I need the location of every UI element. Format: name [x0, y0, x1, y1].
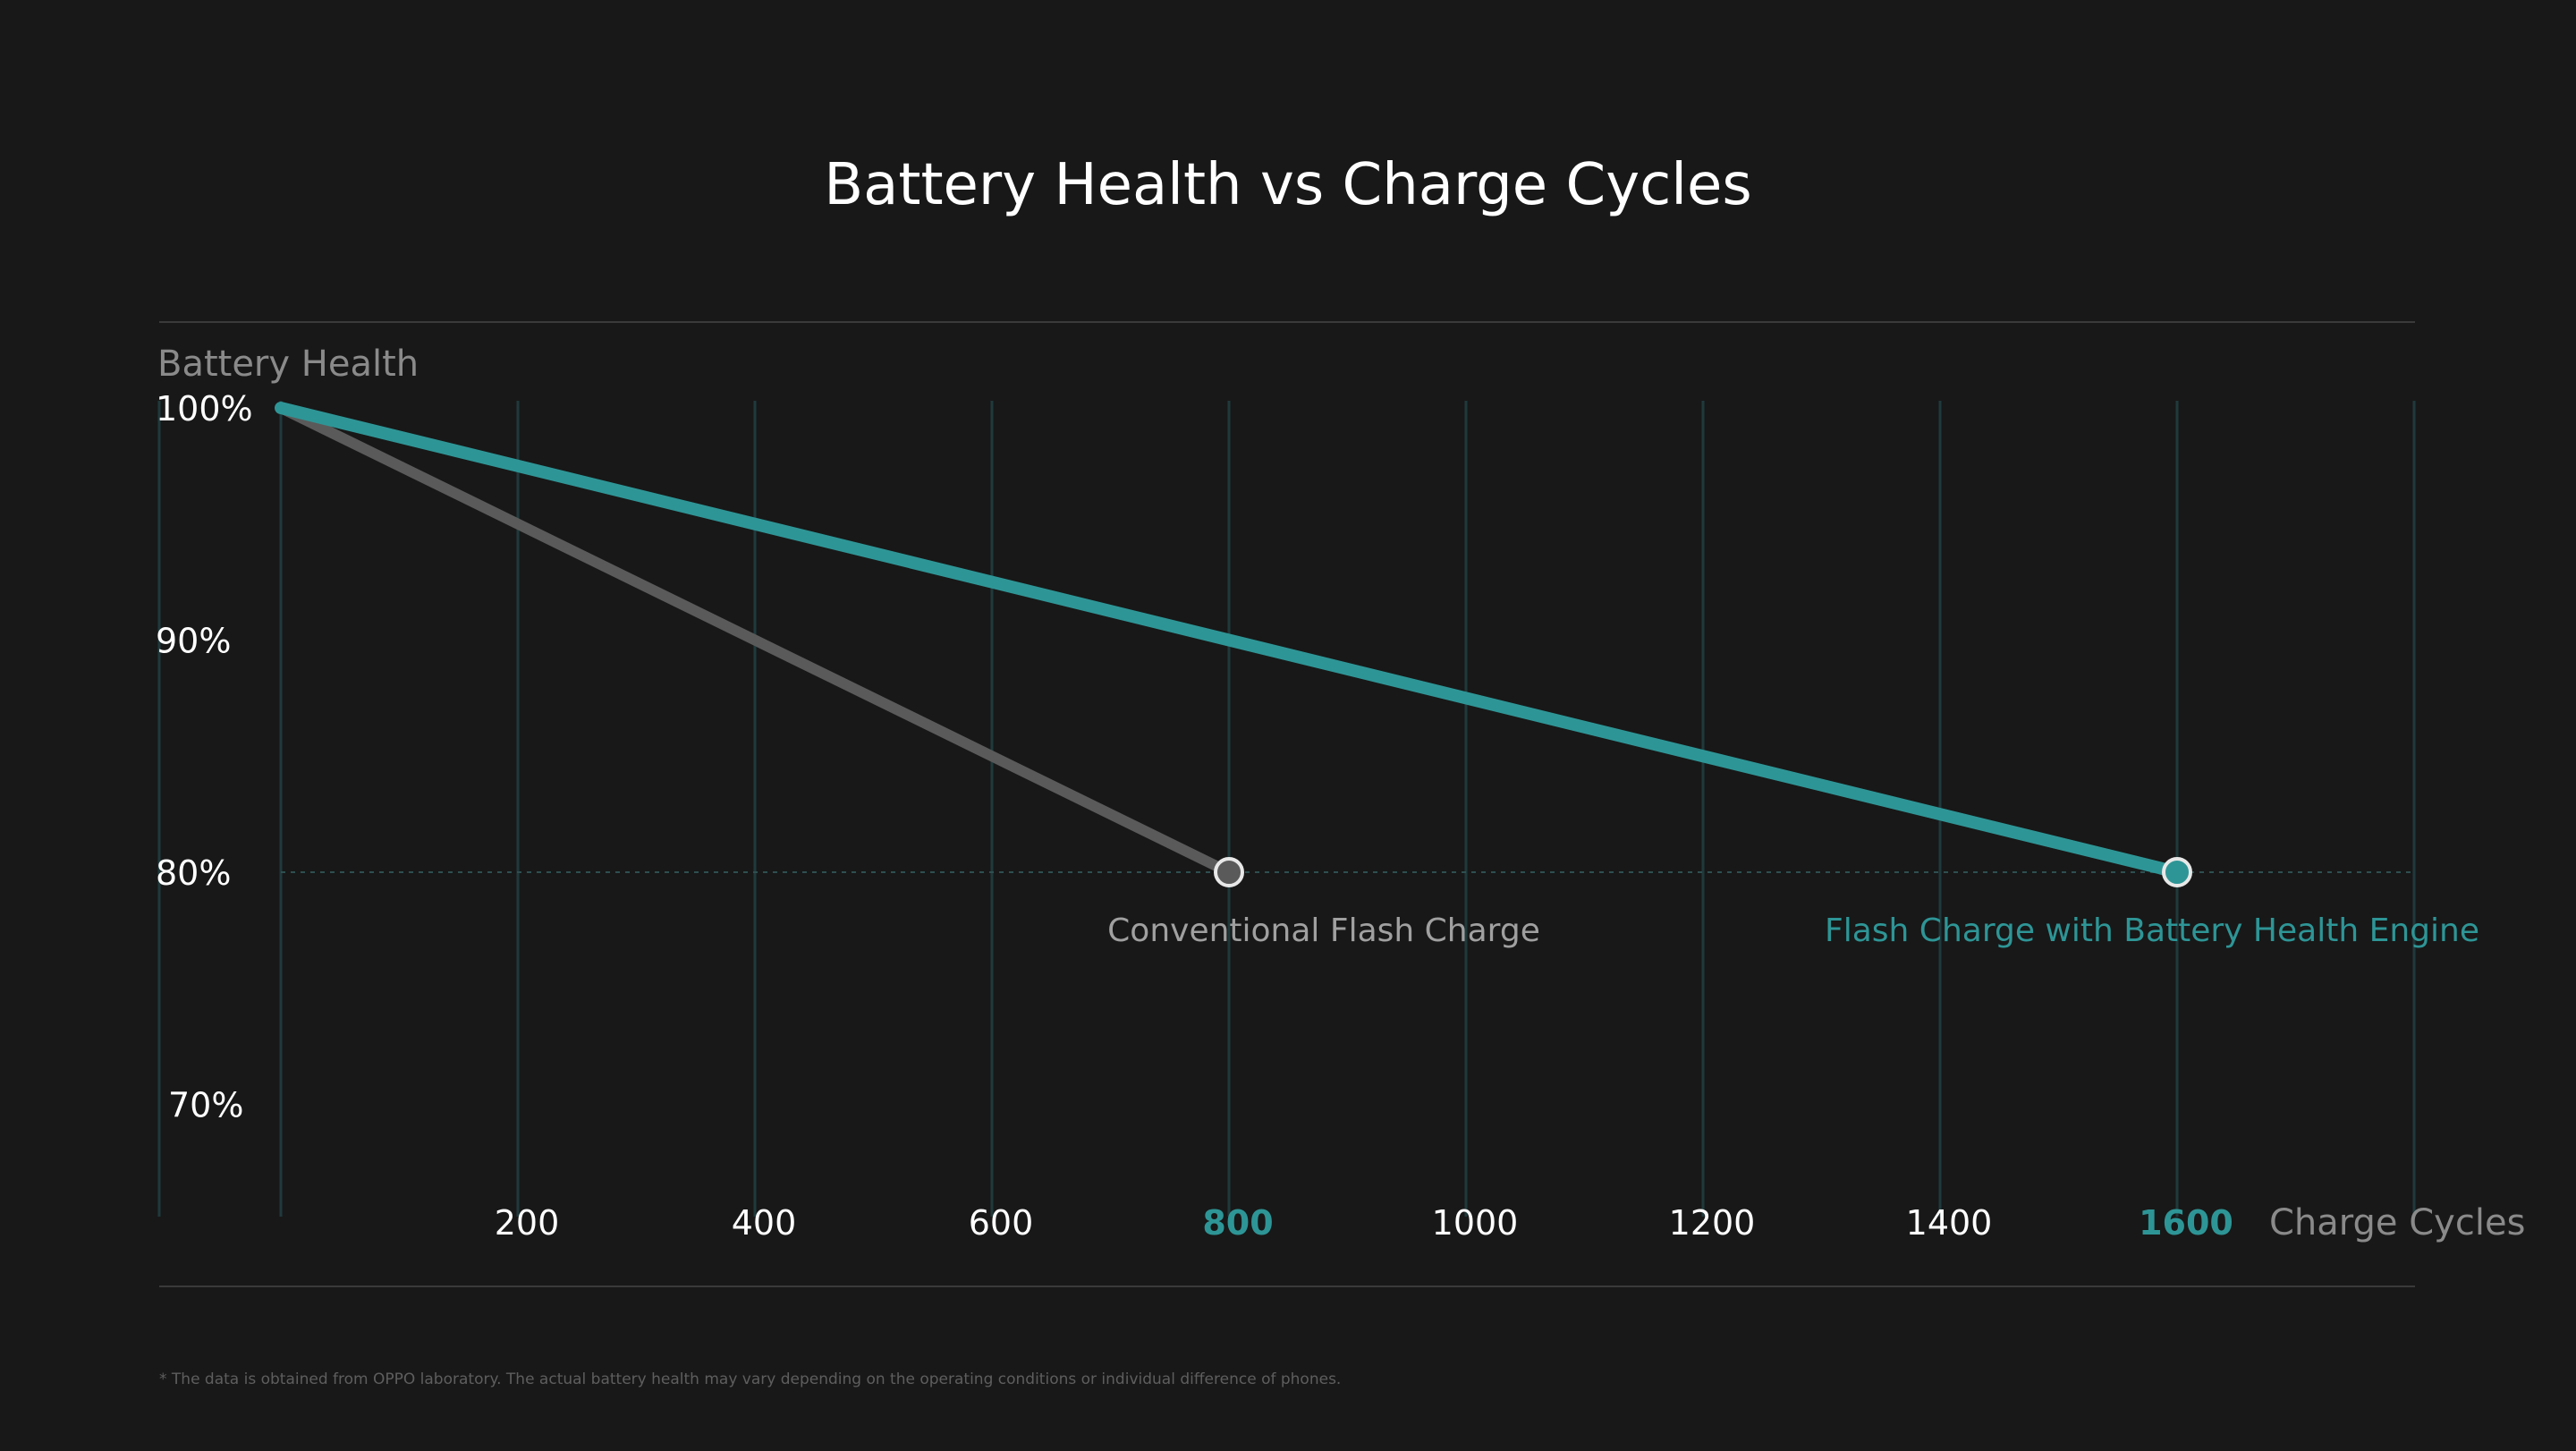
series-label: Conventional Flash Charge	[1107, 912, 1540, 949]
x-tick-label: 600	[969, 1203, 1034, 1243]
chart-title: Battery Health vs Charge Cycles	[824, 152, 1752, 218]
x-tick-label: 1400	[1906, 1203, 1993, 1243]
series-label: Flash Charge with Battery Health Engine	[1825, 912, 2479, 949]
y-tick-label: 100%	[156, 389, 253, 429]
y-tick-label: 80%	[156, 853, 231, 893]
end-point-marker	[2162, 857, 2192, 887]
x-axis-label: Charge Cycles	[2269, 1202, 2525, 1243]
footnote: * The data is obtained from OPPO laborat…	[159, 1370, 1341, 1388]
y-tick-labels: 100% 90% 80% 70%	[156, 389, 253, 1125]
x-tick-label: 1000	[1432, 1203, 1519, 1243]
y-tick-label: 70%	[168, 1086, 243, 1125]
x-tick-label: 1200	[1669, 1203, 1756, 1243]
end-point-marker	[1214, 857, 1244, 887]
y-axis-label: Battery Health	[157, 344, 419, 385]
series-line	[275, 403, 1234, 878]
series-group: Conventional Flash Charge Flash Charge wi…	[275, 402, 2479, 949]
y-tick-label: 90%	[156, 622, 231, 661]
x-tick-label: 800	[1202, 1203, 1273, 1243]
x-tick-labels: 200 400 600 800 1000 1200 1400 1600	[495, 1203, 2233, 1243]
x-tick-label: 400	[732, 1203, 797, 1243]
series-line	[275, 402, 2183, 878]
x-tick-label: 1600	[2139, 1203, 2233, 1243]
x-tick-label: 200	[495, 1203, 560, 1243]
grid-lines	[157, 401, 2416, 1217]
